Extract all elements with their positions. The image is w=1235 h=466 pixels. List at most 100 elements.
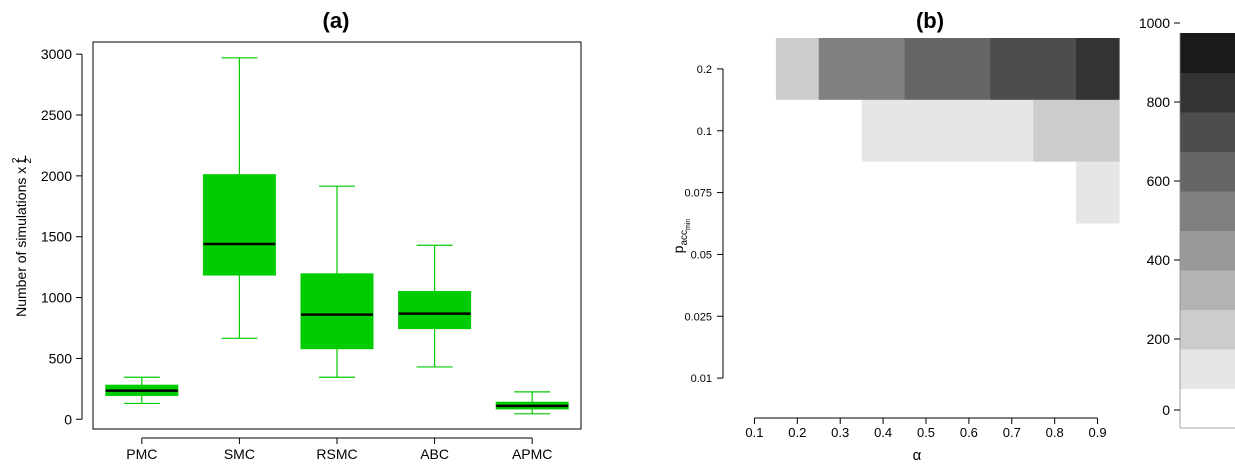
y-tick-label: 0.05 [691,249,712,261]
panel-a-y-axis-label: Number of simulations x L22 [11,155,34,317]
box-smc [202,57,276,339]
heatmap-cell [947,161,991,225]
panel-a: (a) 0 500 1000 1500 2000 2500 3000 PMC SMC RSMC A… [11,8,582,462]
heatmap-cell [775,161,820,225]
heatmap-cell [990,161,1034,225]
heatmap-cell [1033,161,1077,225]
heatmap-cell [1076,38,1120,101]
panel-a-x-axis: PMC SMC RSMC ABC APMC [126,437,552,462]
heatmap-cell [947,223,991,286]
x-tick-label: RSMC [316,446,357,462]
heatmap-cell [947,347,991,410]
y-label-min: min [685,219,692,230]
y-tick-label: 3000 [41,46,72,62]
heatmap-cell [990,99,1034,163]
heatmap-cell [861,223,906,286]
x-tick-label: 0.8 [1046,425,1064,440]
heatmap-cell [904,38,949,101]
x-tick-label: 0.5 [917,425,935,440]
heatmap-cell [733,223,777,286]
panel-b-x-axis: 0.1 0.2 0.3 0.4 0.5 0.6 0.7 0.8 0.9 [745,417,1107,440]
heatmap-cell [775,223,820,286]
heatmap-cell [1033,223,1077,286]
y-label-p: p [670,245,686,253]
colorbar-swatch [1180,388,1235,429]
colorbar-swatch [1180,72,1235,113]
colorbar-swatch [1180,151,1235,192]
heatmap-cell [1033,38,1077,101]
heatmap-cell [904,285,949,348]
colorbar-swatch [1180,33,1235,73]
colorbar-tick-label: 0 [1162,402,1170,418]
y-tick-label: 0 [64,411,72,427]
heatmap-cell [947,38,991,101]
panel-a-title: (a) [323,8,350,33]
heatmap-cell [904,99,949,163]
x-tick-label: 0.4 [874,425,892,440]
y-tick-label: 500 [49,350,73,366]
heatmap-cell [1076,161,1120,225]
y-tick-label: 1000 [41,290,72,306]
box-rsmc [300,185,374,378]
heatmap-cell [990,347,1034,410]
iqr-box [300,273,374,350]
y-tick-label: 0.1 [697,126,712,138]
heatmap-cell [947,285,991,348]
y-tick-label: 1500 [41,229,72,245]
heatmap-cell [861,161,906,225]
x-tick-label: 0.7 [1003,425,1021,440]
heatmap-cell [861,99,906,163]
y-tick-label: 2500 [41,107,72,123]
colorbar-swatch [1180,230,1235,271]
x-tick-label: 0.6 [960,425,978,440]
heatmap-cell [733,38,777,101]
x-tick-label: SMC [224,446,255,462]
y-tick-label: 0.2 [697,64,712,76]
colorbar-swatch [1180,349,1235,389]
heatmap-cell [904,161,949,225]
heatmap-cell [818,38,863,101]
colorbar-tick-label: 1000 [1139,15,1170,31]
heatmap-cell [818,99,863,163]
heatmap-cell [775,285,820,348]
box-abc [398,244,472,368]
heatmap-cell [733,285,777,348]
colorbar-swatch [1180,112,1235,152]
x-tick-label: 0.9 [1089,425,1107,440]
heatmap-cell [1076,99,1120,163]
colorbar-swatch [1180,309,1235,350]
iqr-box [398,290,472,330]
box-apmc [495,391,569,415]
heatmap-cell [990,38,1034,101]
heatmap-cell [1076,285,1120,348]
heatmap-cell [861,38,906,101]
colorbar: 0 200 400 600 800 1000 [1139,15,1235,429]
heatmap-cell [904,347,949,410]
colorbar-tick-label: 600 [1147,173,1171,189]
heatmap-cell [733,161,777,225]
heatmap-cell [733,347,777,410]
heatmap-cell [861,285,906,348]
heatmap-cell [1076,223,1120,286]
heatmap-cell [775,347,820,410]
y-label-text: Number of simulations x L [13,155,29,317]
x-tick-label: 0.2 [788,425,806,440]
box-pmc [105,376,179,405]
x-tick-label: PMC [126,446,157,462]
y-tick-label: 0.075 [684,188,712,200]
panel-a-plot-frame [92,41,582,430]
heatmap-cell [818,347,863,410]
heatmap-cell [947,99,991,163]
y-label-acc: acc [679,230,690,246]
x-tick-label: 0.1 [745,425,763,440]
iqr-box [202,174,276,276]
panel-a-y-axis: 0 500 1000 1500 2000 2500 3000 [41,46,83,427]
colorbar-swatch [1180,191,1235,231]
heatmap-cell [775,99,820,163]
panel-b-x-axis-label: α [913,447,922,464]
heatmap-cell [1033,99,1077,163]
panel-b-y-axis: 0.2 0.1 0.075 0.05 0.025 0.01 [684,64,724,385]
heatmap-cell [1033,285,1077,348]
